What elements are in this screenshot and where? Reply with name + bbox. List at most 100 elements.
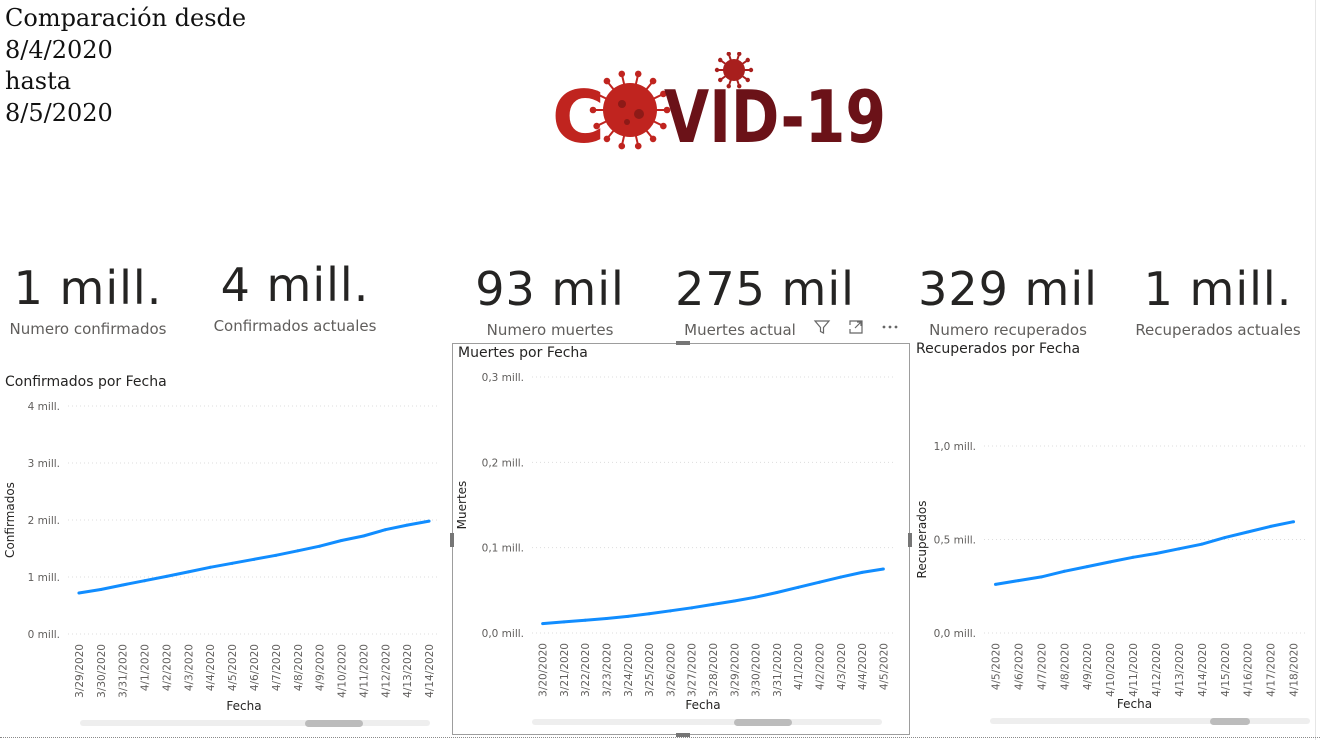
x-tick-label: 3/27/2020 <box>687 643 699 697</box>
resize-handle-top[interactable] <box>676 341 690 345</box>
chart-title: Muertes por Fecha <box>458 345 588 361</box>
virus-spike-tip <box>603 135 611 143</box>
filter-icon[interactable] <box>812 318 832 340</box>
line-chart-1[interactable]: Confirmados por Fecha 0 mill. 1 mill. 2 mil… <box>0 370 450 735</box>
x-tick-label: 4/10/2020 <box>1105 643 1117 697</box>
chart-svg: 0,0 mill. 0,5 mill. 1,0 mill. 4/5/2020 4/6/2… <box>915 441 1310 725</box>
data-point <box>860 570 864 574</box>
x-tick-label: 4/15/2020 <box>1220 643 1232 697</box>
virus-spike-tip <box>618 142 626 150</box>
virus-spike-tip <box>737 83 742 89</box>
data-point <box>427 519 431 523</box>
x-tick-label: 3/29/2020 <box>729 643 741 697</box>
data-point <box>340 539 344 543</box>
kpi-numero-muertes: 93 mil Numero muertes <box>450 261 650 339</box>
kpi-label: Numero recuperados <box>929 321 1087 339</box>
data-point <box>1292 520 1296 524</box>
virus-spike-tip <box>718 57 723 63</box>
y-tick-label: 1 mill. <box>28 572 60 584</box>
resize-handle-bottom[interactable] <box>676 733 690 737</box>
scrollbar-thumb[interactable] <box>1210 718 1250 725</box>
x-tick-label: 4/10/2020 <box>337 644 349 698</box>
line-chart-3[interactable]: Recuperados por Fecha 0,0 mill. 0,5 mill. 1… <box>910 340 1315 735</box>
data-point <box>647 612 651 616</box>
x-tick-label: 4/14/2020 <box>424 644 436 698</box>
data-point <box>881 567 885 571</box>
virus-spike-tip <box>660 122 667 130</box>
virus-spike-tip <box>718 77 723 83</box>
kpi-label: Numero muertes <box>486 321 614 339</box>
data-point <box>817 580 821 584</box>
line-chart-2[interactable]: Muertes por Fecha 0,0 mill. 0,1 mill. 0,2 m… <box>452 343 910 735</box>
scrollbar-thumb[interactable] <box>734 719 792 726</box>
data-point <box>405 523 409 527</box>
more-options-icon[interactable] <box>880 318 900 340</box>
series-line <box>78 519 430 595</box>
virus-icon <box>589 70 671 150</box>
kpi-recuperados-actuales: 1 mill. Recuperados actuales <box>1118 261 1318 339</box>
x-axis-title: Fecha <box>226 699 261 713</box>
virus-spike-tip <box>748 67 754 73</box>
x-tick-label: 4/12/2020 <box>1151 643 1163 697</box>
x-tick-label: 4/1/2020 <box>140 644 152 691</box>
series-line <box>542 567 884 626</box>
chart-svg: 0 mill. 1 mill. 2 mill. 3 mill. 4 mill. 3/29/… <box>3 401 440 727</box>
virus-spike-tip <box>593 90 600 98</box>
kpi-label: Recuperados actuales <box>1135 321 1301 339</box>
x-tick-label: 4/2/2020 <box>161 644 173 691</box>
covid-19-logo: C VID-19 <box>552 52 886 159</box>
y-tick-label: 2 mill. <box>28 515 60 527</box>
scrollbar-track <box>80 720 430 726</box>
logo-text-vid19: VID-19 <box>664 75 886 159</box>
data-point <box>318 544 322 548</box>
data-point <box>208 565 212 569</box>
data-point <box>1062 569 1066 573</box>
kpi-value: 4 mill. <box>220 258 370 312</box>
data-point <box>1246 530 1250 534</box>
resize-handle-left[interactable] <box>450 533 454 547</box>
data-point <box>775 590 779 594</box>
kpi-value: 329 mil <box>918 262 1098 316</box>
x-tick-label: 3/28/2020 <box>708 643 720 697</box>
y-tick-label: 0,0 mill. <box>934 628 976 640</box>
x-tick-label: 4/16/2020 <box>1243 643 1255 697</box>
x-tick-label: 4/3/2020 <box>836 643 848 690</box>
x-tick-label: 3/30/2020 <box>751 643 763 697</box>
kpi-confirmados-actuales: 4 mill. Confirmados actuales <box>195 257 395 335</box>
logo-letter-c: C <box>552 75 605 159</box>
data-point <box>361 534 365 538</box>
resize-handle-right[interactable] <box>908 533 912 547</box>
data-point <box>1269 524 1273 528</box>
x-tick-label: 3/31/2020 <box>118 644 130 698</box>
scrollbar-track <box>990 718 1310 724</box>
data-point <box>164 574 168 578</box>
date-range-end: 8/5/2020 <box>5 98 113 127</box>
y-tick-label: 0,1 mill. <box>482 543 524 555</box>
x-tick-label: 4/13/2020 <box>402 644 414 698</box>
x-tick-label: 3/29/2020 <box>74 644 86 698</box>
kpi-value: 1 mill. <box>1143 262 1293 316</box>
data-point <box>186 570 190 574</box>
small-virus-icon <box>714 52 754 89</box>
x-tick-label: 4/6/2020 <box>249 644 261 691</box>
kpi-numero-recuperados: 329 mil Numero recuperados <box>908 261 1108 339</box>
x-tick-label: 4/14/2020 <box>1197 643 1209 697</box>
scrollbar-track <box>532 719 882 725</box>
data-point <box>1085 565 1089 569</box>
x-tick-label: 4/1/2020 <box>793 643 805 690</box>
date-range-start: 8/4/2020 <box>5 35 113 64</box>
virus-spike-tip <box>737 52 742 57</box>
x-tick-label: 3/30/2020 <box>96 644 108 698</box>
virus-spike-tip <box>649 77 657 85</box>
data-point <box>626 614 630 618</box>
data-point <box>993 582 997 586</box>
x-tick-label: 3/24/2020 <box>623 643 635 697</box>
x-tick-label: 4/11/2020 <box>1128 643 1140 697</box>
x-tick-label: 4/9/2020 <box>1082 643 1094 690</box>
virus-spike-tip <box>726 52 731 57</box>
scrollbar-thumb[interactable] <box>305 720 363 727</box>
y-tick-label: 0,0 mill. <box>482 628 524 640</box>
focus-mode-icon[interactable] <box>846 318 866 340</box>
data-point <box>383 528 387 532</box>
x-tick-label: 3/25/2020 <box>644 643 656 697</box>
